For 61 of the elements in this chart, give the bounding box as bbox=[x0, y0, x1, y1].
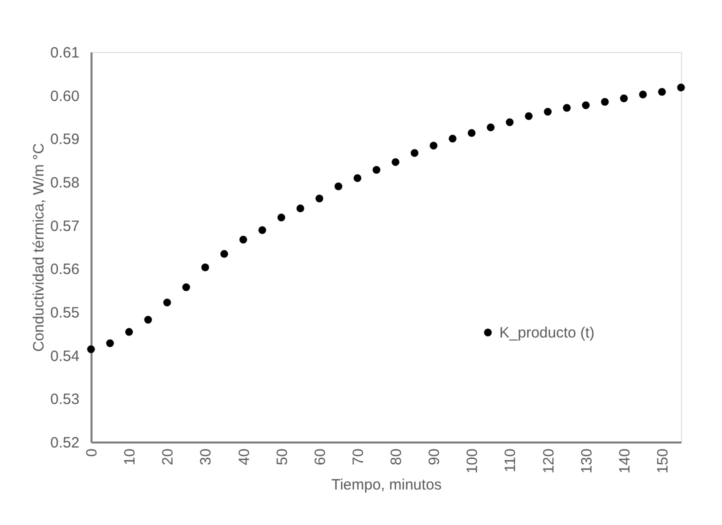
point bbox=[448, 134, 456, 143]
x-axis-title: Tiempo, minutos bbox=[331, 476, 442, 494]
y-tick-label: 0.52 bbox=[50, 434, 80, 452]
point bbox=[87, 345, 95, 354]
point bbox=[258, 226, 266, 234]
point bbox=[239, 236, 248, 244]
x-tick-label: 130 bbox=[578, 448, 596, 474]
point bbox=[486, 124, 495, 132]
x-tick-label: 120 bbox=[540, 448, 558, 474]
point bbox=[220, 250, 228, 258]
x-tick-label: 140 bbox=[616, 448, 634, 474]
x-tick-label: 80 bbox=[388, 448, 406, 466]
point bbox=[430, 142, 438, 150]
x-tick-label: 50 bbox=[274, 448, 291, 466]
point bbox=[658, 88, 666, 96]
y-tick-label: 0.57 bbox=[50, 218, 80, 235]
x-tick-label: 100 bbox=[464, 448, 482, 474]
point bbox=[620, 94, 628, 102]
x-tick-label: 150 bbox=[654, 448, 672, 474]
x-tick-label: 90 bbox=[426, 448, 444, 466]
point bbox=[182, 283, 190, 292]
x-tick-label: 110 bbox=[502, 448, 520, 472]
y-tick-label: 0.60 bbox=[50, 88, 80, 105]
point bbox=[392, 158, 400, 166]
point bbox=[562, 104, 571, 112]
x-tick-label: 60 bbox=[312, 448, 329, 466]
point bbox=[106, 339, 114, 348]
y-tick-label: 0.56 bbox=[50, 261, 80, 278]
point bbox=[354, 174, 362, 182]
y-tick-label: 0.54 bbox=[50, 348, 80, 365]
y-axis-title: Conductividad térmica, W/m °C bbox=[30, 143, 48, 352]
x-tick-label: 70 bbox=[350, 448, 367, 466]
x-tick-label: 20 bbox=[160, 448, 177, 466]
point bbox=[524, 112, 533, 120]
x-tick-label: 30 bbox=[198, 448, 215, 466]
point bbox=[677, 84, 685, 92]
legend-label: K_producto (t) bbox=[499, 324, 594, 342]
point bbox=[506, 118, 514, 126]
point bbox=[334, 182, 342, 190]
point bbox=[144, 316, 152, 324]
point bbox=[163, 298, 171, 306]
y-tick-label: 0.53 bbox=[50, 391, 80, 408]
point bbox=[201, 264, 210, 272]
x-tick-label: 0 bbox=[84, 448, 100, 457]
point bbox=[601, 98, 609, 106]
point bbox=[410, 149, 418, 157]
x-tick-label: 10 bbox=[122, 448, 139, 466]
y-tick-label: 0.59 bbox=[50, 131, 80, 148]
point bbox=[639, 90, 647, 98]
point bbox=[316, 194, 324, 202]
point bbox=[296, 204, 304, 212]
point bbox=[277, 214, 286, 222]
point bbox=[544, 108, 552, 116]
y-tick-label: 0.58 bbox=[50, 174, 80, 192]
x-tick-label: 40 bbox=[236, 448, 253, 466]
point bbox=[468, 129, 476, 137]
y-tick-label: 0.61 bbox=[50, 44, 80, 62]
y-tick-label: 0.55 bbox=[50, 304, 80, 322]
point bbox=[372, 166, 380, 174]
point bbox=[125, 328, 133, 336]
point bbox=[582, 101, 590, 110]
